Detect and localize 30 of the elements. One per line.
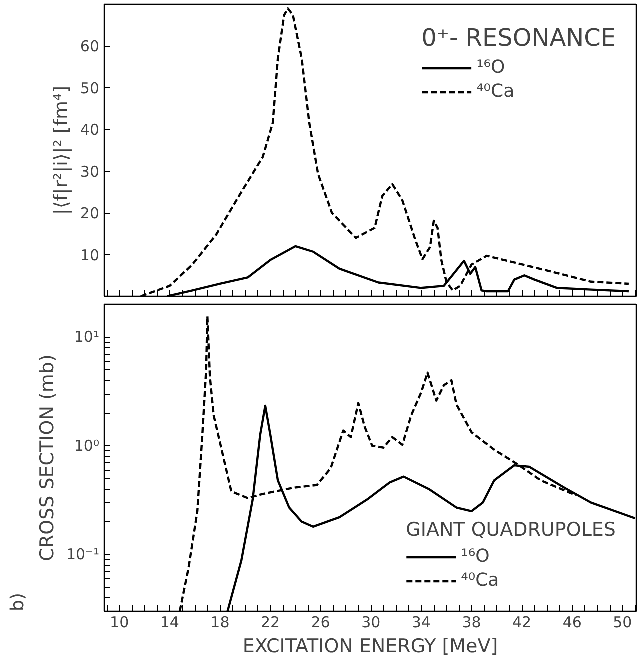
y-tick-label: 10 [80,246,100,264]
x-tick-label: 30 [362,614,381,632]
y-tick-label: 30 [80,162,100,181]
text: b) [8,593,28,612]
legend-label: ¹⁶O [476,57,506,78]
x-tick-label: 46 [562,614,582,632]
x-tick-label: 42 [512,614,532,632]
y-tick-label: 10⁰ [74,436,100,455]
legend-label: ⁴⁰Ca [476,81,515,102]
y-tick-label: 20 [80,204,100,223]
legend-label: ¹⁶O [461,546,490,567]
legend-label: ⁴⁰Ca [461,570,500,591]
x-tick-label: 38 [462,614,482,632]
x-tick-label: 26 [311,614,330,632]
x-tick-label: 50 [613,614,632,632]
y-axis-title: CROSS SECTION (mb) [36,354,58,562]
y-tick-label: 60 [80,38,100,56]
x-tick-label: 14 [160,614,180,632]
x-tick-label: 22 [260,614,280,632]
x-tick-label: 18 [210,614,230,632]
y-axis-title: |⟨f|r²|i⟩|² [fm⁴] [50,86,72,216]
y-tick-label: 50 [80,79,100,98]
x-tick-label: 34 [412,614,431,632]
y-tick-label: 10⁻¹ [66,546,100,564]
legend-title: GIANT QUADRUPOLES [406,519,616,541]
legend-title: 0⁺- RESONANCE [422,24,616,52]
y-tick-label: 40 [80,121,100,140]
x-axis-title: EXCITATION ENERGY [MeV] [242,636,498,658]
x-tick-label: 10 [110,614,130,632]
y-tick-label: 10¹ [74,328,100,346]
